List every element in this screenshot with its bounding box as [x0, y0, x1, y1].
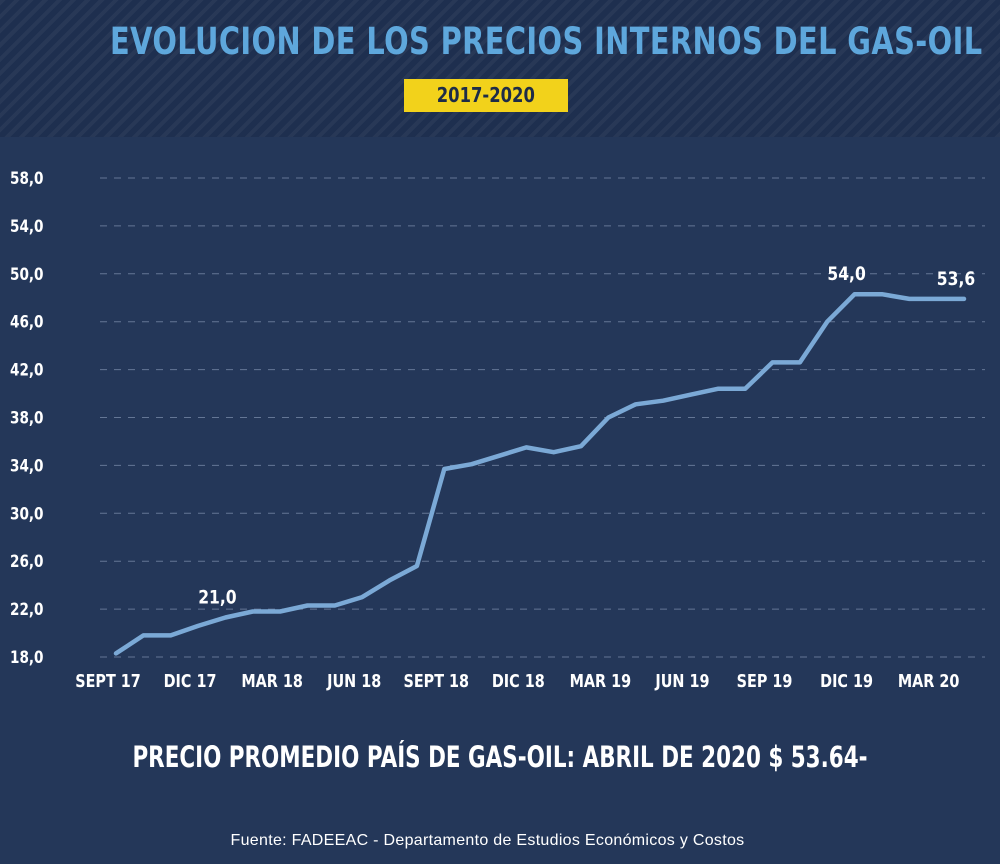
x-tick-label: DIC 19 — [820, 670, 873, 691]
header-banner — [0, 0, 1000, 137]
x-axis: SEPT 17 DIC 17 MAR 18 JUN 18 SEPT 18 DIC 18 MA… — [75, 670, 959, 691]
y-tick-label: 26,0 — [10, 552, 44, 572]
y-tick-label: 46,0 — [10, 312, 44, 332]
x-tick-label: JUN 18 — [326, 670, 381, 691]
x-tick-label: DIC 17 — [164, 670, 217, 691]
average-price-headline: PRECIO PROMEDIO PAÍS DE GAS-OIL: ABRIL D… — [132, 740, 868, 774]
y-tick-label: 54,0 — [10, 216, 44, 236]
y-tick-label: 18,0 — [10, 648, 44, 668]
data-label: 54,0 — [827, 264, 865, 286]
series-layer — [113, 291, 967, 656]
data-label: 21,0 — [198, 587, 236, 609]
year-range-text: 2017-2020 — [436, 83, 536, 107]
x-tick-label: MAR 20 — [898, 670, 960, 691]
x-tick-label: DIC 18 — [492, 670, 545, 691]
x-tick-label: SEPT 17 — [75, 670, 141, 691]
chart-title: EVOLUCION DE LOS PRECIOS INTERNOS DEL GA… — [110, 20, 983, 63]
data-label: 53,6 — [937, 269, 975, 291]
grid-layer — [100, 177, 985, 658]
y-tick-label: 38,0 — [10, 408, 44, 428]
y-tick-label: 22,0 — [10, 600, 44, 620]
y-tick-label: 30,0 — [10, 504, 44, 524]
x-tick-label: SEPT 18 — [403, 670, 469, 691]
x-tick-label: JUN 19 — [655, 670, 710, 691]
y-tick-label: 58,0 — [10, 169, 44, 189]
x-tick-label: MAR 18 — [241, 670, 303, 691]
x-tick-label: MAR 19 — [570, 670, 632, 691]
y-tick-label: 50,0 — [10, 264, 44, 284]
y-tick-label: 42,0 — [10, 360, 44, 380]
annotation-layer: 21,0 54,0 53,6 — [198, 264, 975, 609]
x-tick-label: SEP 19 — [737, 670, 793, 691]
year-range-badge: 2017-2020 — [404, 79, 568, 112]
y-axis: 18,0 22,0 26,0 30,0 34,0 38,0 42,0 46,0 50,0 54,0… — [10, 169, 44, 668]
series-line — [113, 291, 967, 656]
y-tick-label: 34,0 — [10, 456, 44, 476]
source-note: Fuente: FADEEAC - Departamento de Estudi… — [230, 832, 745, 849]
